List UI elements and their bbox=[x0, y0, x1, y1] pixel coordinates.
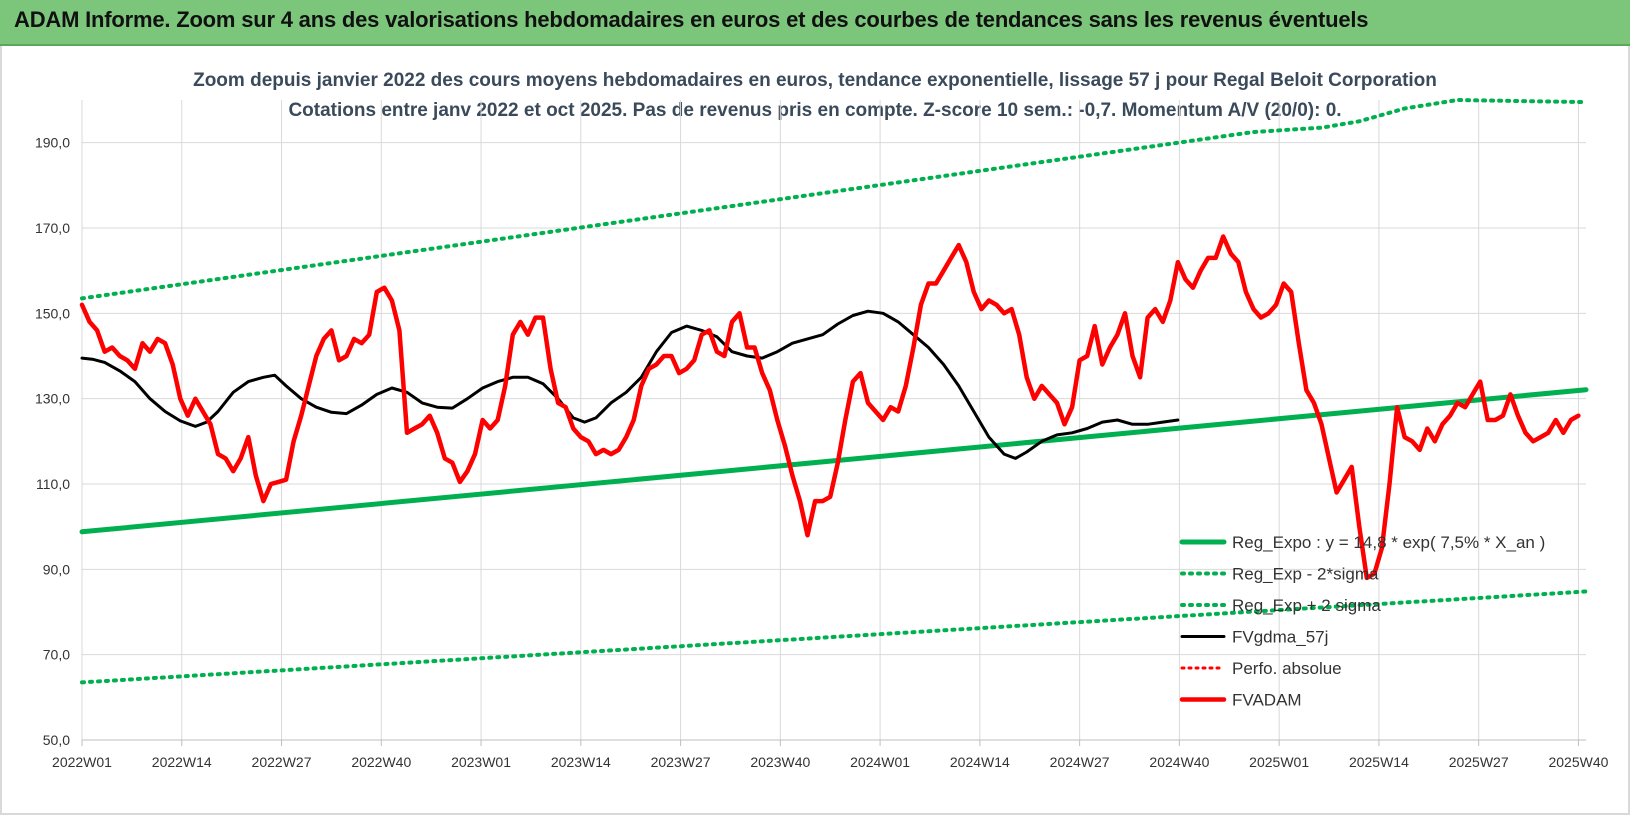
x-tick-label: 2025W14 bbox=[1349, 754, 1409, 770]
x-tick-label: 2023W40 bbox=[750, 754, 810, 770]
gridlines bbox=[81, 100, 1586, 746]
x-tick-label: 2023W14 bbox=[551, 754, 611, 770]
legend-label: Reg_Exp - 2*sigma bbox=[1232, 565, 1379, 584]
y-tick-label: 150,0 bbox=[35, 305, 70, 321]
x-tick-label: 2022W40 bbox=[351, 754, 411, 770]
series-reg-expo-y-14-8-exp-7-5-x-an bbox=[79, 387, 1589, 535]
legend-label: Perfo. absolue bbox=[1232, 659, 1342, 678]
y-tick-label: 90,0 bbox=[43, 561, 70, 577]
series-fvadam bbox=[79, 234, 1581, 581]
y-tick-label: 70,0 bbox=[43, 647, 70, 663]
legend-label: FVADAM bbox=[1232, 691, 1302, 710]
legend-label: FVgdma_57j bbox=[1232, 628, 1328, 647]
x-tick-label: 2024W01 bbox=[850, 754, 910, 770]
legend: Reg_Expo : y = 14,8 * exp( 7,5% * X_an )… bbox=[1179, 533, 1545, 710]
axis-labels: 50,0 70,0 90,0 110,0 130,0 150,0 170,0 190,0 202… bbox=[35, 135, 1609, 770]
x-tick-label: 2022W14 bbox=[152, 754, 212, 770]
chart-title: Zoom depuis janvier 2022 des cours moyen… bbox=[193, 70, 1437, 91]
x-tick-label: 2024W27 bbox=[1050, 754, 1110, 770]
header-bar: ADAM Informe. Zoom sur 4 ans des valoris… bbox=[0, 0, 1630, 46]
y-tick-label: 170,0 bbox=[35, 220, 70, 236]
series-reg-exp-2-sigma bbox=[80, 98, 1588, 301]
y-tick-label: 50,0 bbox=[43, 732, 70, 748]
x-tick-label: 2023W01 bbox=[451, 754, 511, 770]
chart-subtitle: Cotations entre janv 2022 et oct 2025. P… bbox=[288, 100, 1341, 121]
series-fvgdma-57j bbox=[80, 309, 1180, 460]
series-reg-exp-2-sigma bbox=[80, 589, 1588, 685]
x-tick-label: 2024W40 bbox=[1149, 754, 1209, 770]
legend-label: Reg_Expo : y = 14,8 * exp( 7,5% * X_an ) bbox=[1232, 533, 1545, 552]
x-tick-label: 2025W40 bbox=[1548, 754, 1608, 770]
x-tick-label: 2023W27 bbox=[651, 754, 711, 770]
x-tick-label: 2025W01 bbox=[1249, 754, 1309, 770]
x-tick-label: 2025W27 bbox=[1449, 754, 1509, 770]
x-tick-label: 2022W27 bbox=[252, 754, 312, 770]
y-tick-label: 130,0 bbox=[35, 391, 70, 407]
header-title: ADAM Informe. Zoom sur 4 ans des valoris… bbox=[14, 7, 1369, 32]
y-tick-label: 110,0 bbox=[36, 476, 70, 492]
x-tick-label: 2022W01 bbox=[52, 754, 112, 770]
legend-label: Reg_Exp + 2 sigma bbox=[1232, 596, 1381, 615]
y-tick-label: 190,0 bbox=[35, 135, 70, 151]
x-tick-label: 2024W14 bbox=[950, 754, 1010, 770]
series-lines bbox=[79, 98, 1589, 685]
